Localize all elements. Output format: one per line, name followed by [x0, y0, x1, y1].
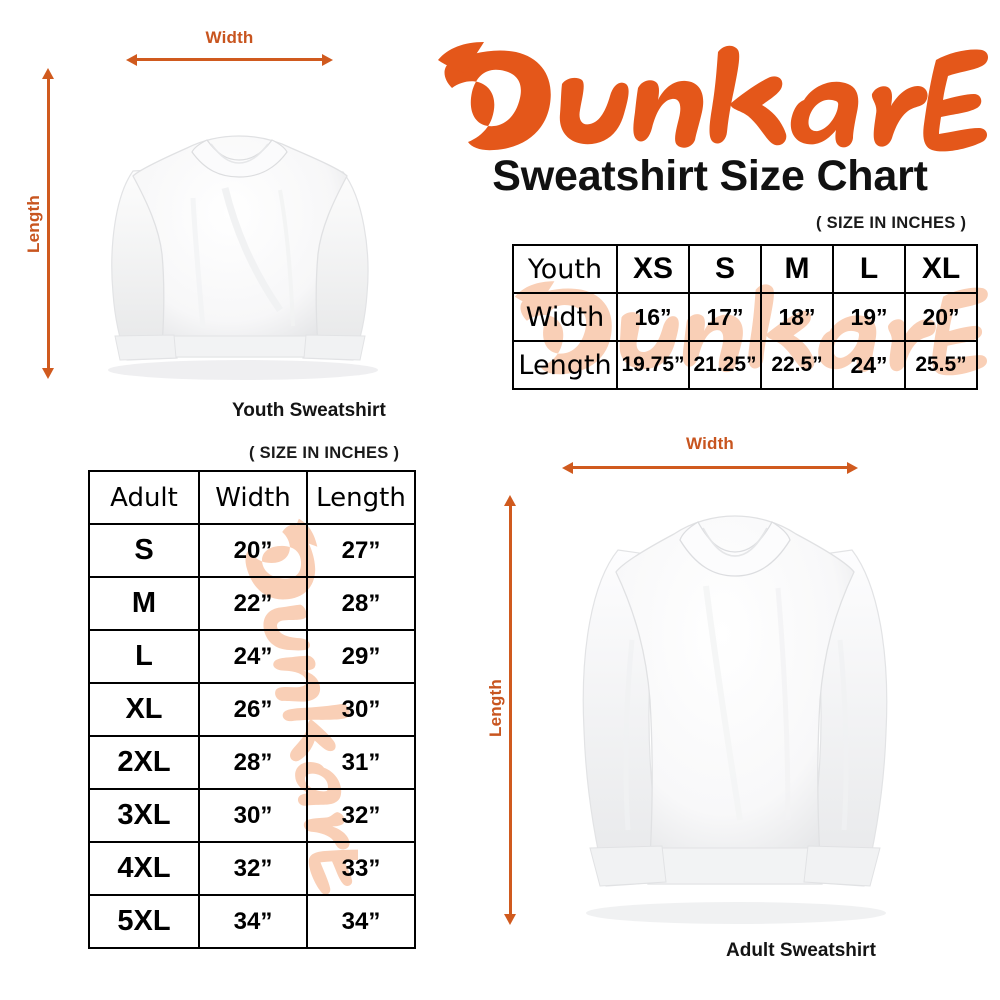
youth-inches-note: ( SIZE IN INCHES ) — [816, 214, 967, 232]
brand-logo — [430, 22, 990, 157]
table-row: XL 26” 30” — [88, 682, 416, 737]
adult-width-arrow — [562, 460, 858, 474]
youth-length-label: Length — [24, 195, 43, 253]
table-row: M 22” 28” — [88, 576, 416, 631]
youth-size-xs: XS — [616, 244, 690, 294]
adult-width-m: 22” — [198, 576, 308, 631]
adult-sweatshirt-image — [540, 490, 930, 930]
youth-length-m: 22.5” — [760, 340, 834, 390]
adult-length-2xl: 31” — [306, 735, 416, 790]
adult-inches-note: ( SIZE IN INCHES ) — [249, 444, 400, 462]
table-row: L 24” 29” — [88, 629, 416, 684]
page-title: Sweatshirt Size Chart — [492, 152, 928, 200]
youth-width-xs: 16” — [616, 292, 690, 342]
table-row: 5XL 34” 34” — [88, 894, 416, 949]
youth-length-row-label: Length — [512, 340, 618, 390]
youth-width-label: Width — [205, 28, 254, 47]
adult-length-4xl: 33” — [306, 841, 416, 896]
adult-length-arrow — [503, 495, 517, 925]
youth-sweatshirt-image — [75, 78, 405, 383]
adult-width-xl: 26” — [198, 682, 308, 737]
table-row-youth-width: Width 16” 17” 18” 19” 20” — [512, 292, 978, 342]
youth-width-m: 18” — [760, 292, 834, 342]
adult-sweatshirt-caption: Adult Sweatshirt — [726, 940, 876, 961]
arrow-head-left — [126, 54, 137, 66]
adult-size-2xl: 2XL — [88, 735, 200, 790]
arrow-bar — [133, 58, 326, 61]
youth-size-table-wrap: Youth XS S M L XL Width 16” 17” 18” 19” … — [512, 244, 988, 390]
table-row: 3XL 30” 32” — [88, 788, 416, 843]
adult-size-3xl: 3XL — [88, 788, 200, 843]
youth-width-arrow — [126, 52, 333, 66]
youth-label: Youth — [512, 244, 618, 294]
adult-width-3xl: 30” — [198, 788, 308, 843]
youth-size-table: Youth XS S M L XL Width 16” 17” 18” 19” … — [512, 244, 978, 390]
adult-size-table-wrap: Adult Width Length S 20” 27” M 22” 28” L… — [88, 470, 416, 949]
arrow-bar — [509, 502, 512, 918]
adult-size-4xl: 4XL — [88, 841, 200, 896]
adult-size-s: S — [88, 523, 200, 578]
adult-width-2xl: 28” — [198, 735, 308, 790]
youth-size-l: L — [832, 244, 906, 294]
adult-length-m: 28” — [306, 576, 416, 631]
adult-size-5xl: 5XL — [88, 894, 200, 949]
youth-width-row-label: Width — [512, 292, 618, 342]
youth-width-l: 19” — [832, 292, 906, 342]
arrow-head-up — [504, 495, 516, 506]
adult-length-s: 27” — [306, 523, 416, 578]
adult-width-5xl: 34” — [198, 894, 308, 949]
adult-length-label: Length — [486, 679, 505, 737]
youth-length-s: 21.25” — [688, 340, 762, 390]
adult-col-width: Width — [198, 470, 308, 525]
youth-length-xl: 25.5” — [904, 340, 978, 390]
adult-length-5xl: 34” — [306, 894, 416, 949]
adult-size-xl: XL — [88, 682, 200, 737]
table-row: S 20” 27” — [88, 523, 416, 578]
adult-width-4xl: 32” — [198, 841, 308, 896]
youth-size-m: M — [760, 244, 834, 294]
adult-col-size: Adult — [88, 470, 200, 525]
youth-length-arrow — [41, 68, 55, 379]
youth-size-xl: XL — [904, 244, 978, 294]
adult-length-l: 29” — [306, 629, 416, 684]
arrow-head-right — [847, 462, 858, 474]
youth-size-s: S — [688, 244, 762, 294]
adult-size-m: M — [88, 576, 200, 631]
table-row-adult-header: Adult Width Length — [88, 470, 416, 525]
youth-width-s: 17” — [688, 292, 762, 342]
arrow-head-left — [562, 462, 573, 474]
arrow-bar — [47, 75, 50, 372]
arrow-head-down — [504, 914, 516, 925]
youth-width-xl: 20” — [904, 292, 978, 342]
table-row: 2XL 28” 31” — [88, 735, 416, 790]
adult-width-label: Width — [685, 434, 735, 453]
youth-length-l: 24” — [832, 340, 906, 390]
adult-width-l: 24” — [198, 629, 308, 684]
arrow-head-right — [322, 54, 333, 66]
table-row-youth-sizes: Youth XS S M L XL — [512, 244, 978, 294]
adult-width-s: 20” — [198, 523, 308, 578]
adult-size-l: L — [88, 629, 200, 684]
youth-sweatshirt-caption: Youth Sweatshirt — [232, 400, 386, 421]
table-row: 4XL 32” 33” — [88, 841, 416, 896]
adult-length-3xl: 32” — [306, 788, 416, 843]
adult-length-xl: 30” — [306, 682, 416, 737]
adult-col-length: Length — [306, 470, 416, 525]
arrow-head-down — [42, 368, 54, 379]
table-row-youth-length: Length 19.75” 21.25” 22.5” 24” 25.5” — [512, 340, 978, 390]
arrow-head-up — [42, 68, 54, 79]
adult-size-table: Adult Width Length S 20” 27” M 22” 28” L… — [88, 470, 416, 949]
arrow-bar — [569, 466, 851, 469]
youth-length-xs: 19.75” — [616, 340, 690, 390]
